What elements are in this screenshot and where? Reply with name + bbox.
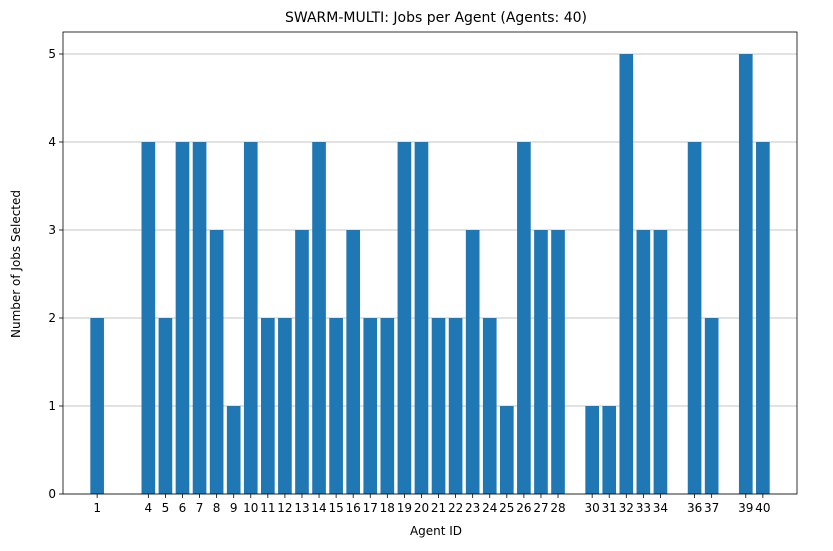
bars: [90, 54, 770, 494]
y-tick-label: 4: [48, 135, 56, 149]
x-tick-label: 23: [465, 501, 480, 515]
bar-agent-19: [397, 142, 412, 494]
x-tick-label: 24: [482, 501, 497, 515]
x-tick-label: 28: [550, 501, 565, 515]
bar-agent-4: [141, 142, 156, 494]
x-tick-label: 12: [277, 501, 292, 515]
bar-agent-5: [158, 318, 173, 494]
bar-agent-12: [278, 318, 292, 494]
x-tick-label: 33: [636, 501, 651, 515]
bar-agent-37: [704, 318, 719, 494]
x-tick-label: 4: [145, 501, 153, 515]
y-axis-ticks: 0 1 2 3 4 5: [48, 47, 63, 501]
x-tick-label: 37: [704, 501, 719, 515]
bar-agent-18: [380, 318, 395, 494]
x-tick-label: 1: [93, 501, 101, 515]
x-tick-label: 40: [755, 501, 770, 515]
bar-agent-8: [209, 230, 224, 494]
bar-agent-40: [756, 142, 770, 494]
x-tick-label: 32: [619, 501, 634, 515]
x-tick-label: 30: [585, 501, 600, 515]
bar-agent-16: [346, 230, 361, 494]
bar-agent-7: [192, 142, 207, 494]
x-tick-label: 7: [196, 501, 204, 515]
x-tick-label: 14: [311, 501, 326, 515]
plot-frame: [62, 31, 798, 495]
x-axis-label: Agent ID: [410, 524, 462, 538]
bar-agent-21: [431, 318, 446, 494]
bar-agent-10: [243, 142, 258, 494]
bar-agent-17: [363, 318, 378, 494]
x-tick-label: 31: [602, 501, 617, 515]
x-tick-label: 13: [294, 501, 309, 515]
bar-agent-33: [636, 230, 651, 494]
x-tick-label: 39: [738, 501, 753, 515]
y-axis-label: Number of Jobs Selected: [9, 190, 23, 338]
bar-agent-23: [465, 230, 480, 494]
x-tick-label: 8: [213, 501, 221, 515]
x-tick-label: 18: [380, 501, 395, 515]
x-tick-label: 17: [363, 501, 378, 515]
bar-agent-31: [602, 406, 617, 494]
bar-agent-26: [517, 142, 531, 494]
bar-agent-32: [619, 54, 634, 494]
bar-agent-6: [175, 142, 190, 494]
bar-agent-14: [312, 142, 326, 494]
bar-agent-27: [534, 230, 548, 494]
y-tick-label: 2: [48, 311, 56, 325]
bar-agent-39: [738, 54, 753, 494]
x-tick-label: 16: [346, 501, 361, 515]
bar-agent-28: [551, 230, 565, 494]
bar-agent-20: [414, 142, 429, 494]
x-tick-label: 19: [397, 501, 412, 515]
x-tick-label: 34: [653, 501, 668, 515]
bar-agent-34: [653, 230, 668, 494]
y-tick-label: 3: [48, 223, 56, 237]
bar-agent-25: [499, 406, 514, 494]
x-tick-label: 11: [260, 501, 275, 515]
x-tick-label: 22: [448, 501, 463, 515]
x-tick-label: 9: [230, 501, 238, 515]
bar-agent-13: [295, 230, 309, 494]
x-tick-label: 6: [179, 501, 187, 515]
y-tick-label: 0: [48, 487, 56, 501]
bar-agent-36: [687, 142, 702, 494]
y-tick-label: 1: [48, 399, 56, 413]
grid-lines: [63, 53, 797, 495]
x-tick-label: 20: [414, 501, 429, 515]
bar-agent-22: [448, 318, 463, 494]
chart-title: SWARM-MULTI: Jobs per Agent (Agents: 40): [285, 10, 587, 26]
bar-agent-30: [585, 406, 599, 494]
bar-agent-9: [226, 406, 241, 494]
axes: [62, 31, 798, 495]
bar-agent-1: [90, 318, 104, 494]
bar-agent-15: [329, 318, 343, 494]
x-axis-ticks: 1 4 5 6 7 8 9 10 11 12 13 14 15 16 17 18 19 20 21 22 23 24 25 2…: [93, 494, 771, 515]
x-tick-label: 36: [687, 501, 702, 515]
x-tick-label: 10: [243, 501, 258, 515]
x-tick-label: 5: [162, 501, 170, 515]
bar-agent-24: [482, 318, 497, 494]
bar-agent-11: [261, 318, 275, 494]
x-tick-label: 25: [499, 501, 514, 515]
x-tick-label: 21: [431, 501, 446, 515]
x-tick-label: 15: [328, 501, 343, 515]
y-tick-label: 5: [48, 47, 56, 61]
x-tick-label: 26: [516, 501, 531, 515]
x-tick-label: 27: [533, 501, 548, 515]
